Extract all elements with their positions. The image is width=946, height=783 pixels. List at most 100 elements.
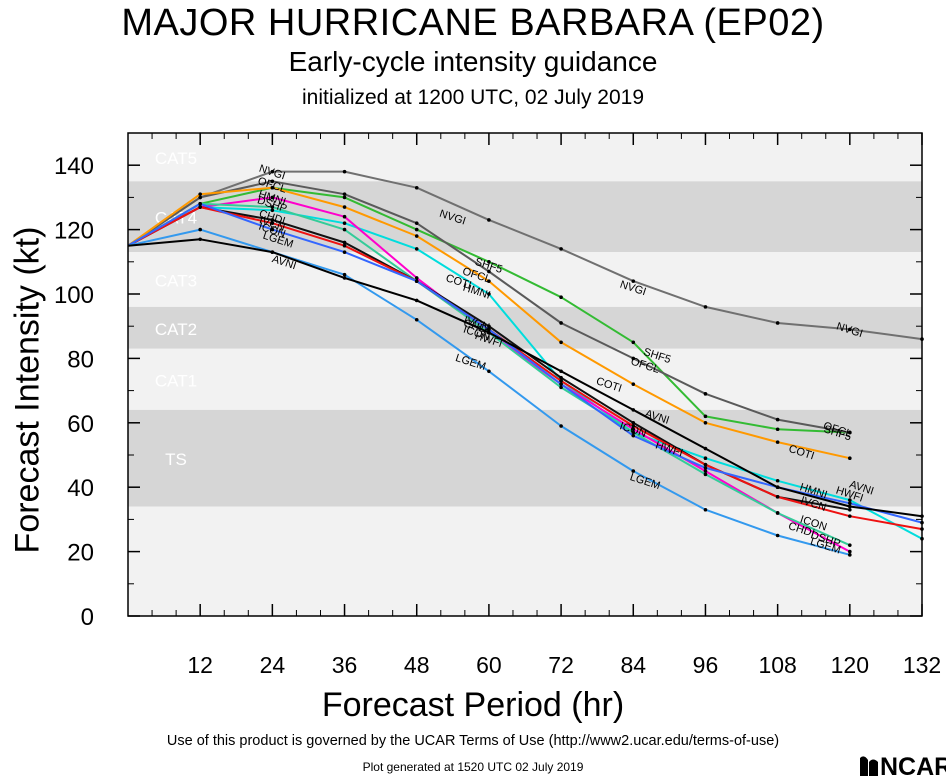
point-coti bbox=[703, 421, 708, 425]
point-coti bbox=[631, 382, 636, 386]
point-icon bbox=[631, 424, 636, 428]
point-lgem bbox=[198, 227, 202, 232]
point-chdi bbox=[703, 472, 708, 477]
y-tick-label: 140 bbox=[54, 153, 94, 180]
series-line-hmni bbox=[127, 206, 923, 540]
point-ivcn bbox=[848, 507, 852, 512]
point-ofcl bbox=[631, 356, 636, 361]
point-coti bbox=[775, 440, 780, 444]
band-cat5 bbox=[128, 133, 922, 182]
plot-frame bbox=[127, 132, 923, 617]
x-axis-label: Forecast Period (hr) bbox=[321, 686, 625, 724]
point-hmni bbox=[414, 247, 419, 251]
point-ofcl bbox=[414, 221, 419, 225]
point-chdi bbox=[270, 205, 275, 209]
series-line-nvgi bbox=[127, 170, 923, 341]
point-dshp bbox=[703, 469, 708, 473]
point-nvgi bbox=[559, 247, 563, 251]
point-avni bbox=[414, 298, 419, 303]
point-chdi bbox=[342, 227, 347, 232]
y-tick-label: 40 bbox=[67, 475, 94, 502]
point-chdi bbox=[775, 511, 780, 515]
point-lgem bbox=[848, 553, 852, 557]
point-ofcl bbox=[270, 179, 275, 184]
x-tick-label: 120 bbox=[831, 652, 869, 678]
point-avni bbox=[631, 408, 636, 412]
point-dshp bbox=[414, 276, 419, 280]
point-nvgi bbox=[631, 279, 636, 283]
point-icon bbox=[270, 221, 275, 225]
y-tick-label: 0 bbox=[81, 604, 94, 631]
terms-of-use-text: Use of this product is governed by the U… bbox=[166, 733, 780, 749]
point-avni bbox=[559, 369, 563, 374]
point-hmni bbox=[342, 221, 347, 225]
point-avni bbox=[775, 485, 780, 490]
point-lgem bbox=[487, 369, 491, 374]
point-dshp bbox=[270, 195, 275, 200]
point-hmni bbox=[487, 292, 491, 296]
band-below-ts bbox=[128, 506, 922, 616]
point-hwfi bbox=[487, 327, 491, 332]
point-shf5 bbox=[631, 340, 636, 345]
point-ivcn bbox=[559, 375, 563, 380]
point-avni bbox=[198, 237, 202, 242]
y-axis-label: Forecast Intensity (kt) bbox=[8, 226, 47, 554]
point-ofcl bbox=[559, 321, 563, 325]
point-nvgi bbox=[342, 169, 347, 174]
point-lgem bbox=[414, 317, 419, 322]
point-ofcl bbox=[487, 269, 491, 274]
ncar-logo-text: NCAR bbox=[880, 753, 946, 781]
point-lgem bbox=[775, 533, 780, 538]
point-ivcn bbox=[631, 421, 636, 425]
band-label-ts: TS bbox=[165, 450, 187, 469]
point-icon bbox=[775, 495, 780, 499]
point-coti bbox=[487, 279, 491, 283]
point-nvgi bbox=[703, 305, 708, 309]
point-dshp bbox=[342, 214, 347, 219]
point-shf5 bbox=[775, 427, 780, 432]
plot-generated-text: Plot generated at 1520 UTC 02 July 2019 bbox=[362, 760, 584, 774]
x-tick-label: 96 bbox=[693, 652, 719, 678]
x-tick-label: 72 bbox=[548, 652, 574, 678]
point-ivcn bbox=[342, 240, 347, 245]
point-shf5 bbox=[559, 295, 563, 300]
point-hwfi bbox=[414, 279, 419, 283]
point-icon bbox=[342, 243, 347, 248]
chart-init-time: initialized at 1200 UTC, 02 July 2019 bbox=[301, 86, 645, 109]
band-label-cat3: CAT3 bbox=[155, 272, 197, 291]
point-shf5 bbox=[342, 195, 347, 200]
ncar-logo: NCAR bbox=[858, 752, 946, 781]
y-tick-label: 100 bbox=[54, 282, 94, 309]
point-lgem bbox=[631, 469, 636, 473]
point-hwfi bbox=[270, 227, 275, 232]
point-nvgi bbox=[414, 185, 419, 190]
point-hmni bbox=[703, 456, 708, 461]
point-nvgi bbox=[775, 321, 780, 325]
y-tick-label: 80 bbox=[67, 346, 94, 373]
point-hmni bbox=[775, 478, 780, 483]
point-hwfi bbox=[559, 382, 563, 386]
point-icon bbox=[198, 205, 202, 209]
point-hwfi bbox=[848, 501, 852, 506]
point-ofcl bbox=[775, 417, 780, 422]
point-hmni bbox=[270, 208, 275, 213]
point-icon bbox=[559, 379, 563, 383]
point-dshp bbox=[631, 427, 636, 432]
point-coti bbox=[342, 205, 347, 209]
point-coti bbox=[198, 192, 202, 196]
x-tick-label: 108 bbox=[758, 652, 796, 678]
point-shf5 bbox=[414, 227, 419, 232]
x-tick-label: 12 bbox=[187, 652, 213, 678]
point-shf5 bbox=[703, 414, 708, 419]
point-avni bbox=[342, 276, 347, 280]
point-shf5 bbox=[487, 260, 491, 264]
point-avni bbox=[270, 250, 275, 254]
x-tick-label: 48 bbox=[404, 652, 430, 678]
x-tick-label: 84 bbox=[620, 652, 646, 678]
point-lgem bbox=[703, 507, 708, 512]
point-icon bbox=[848, 514, 852, 518]
point-chdi bbox=[848, 543, 852, 547]
chart-title: MAJOR HURRICANE BARBARA (EP02) bbox=[121, 2, 825, 44]
series-line-avni bbox=[127, 238, 923, 518]
